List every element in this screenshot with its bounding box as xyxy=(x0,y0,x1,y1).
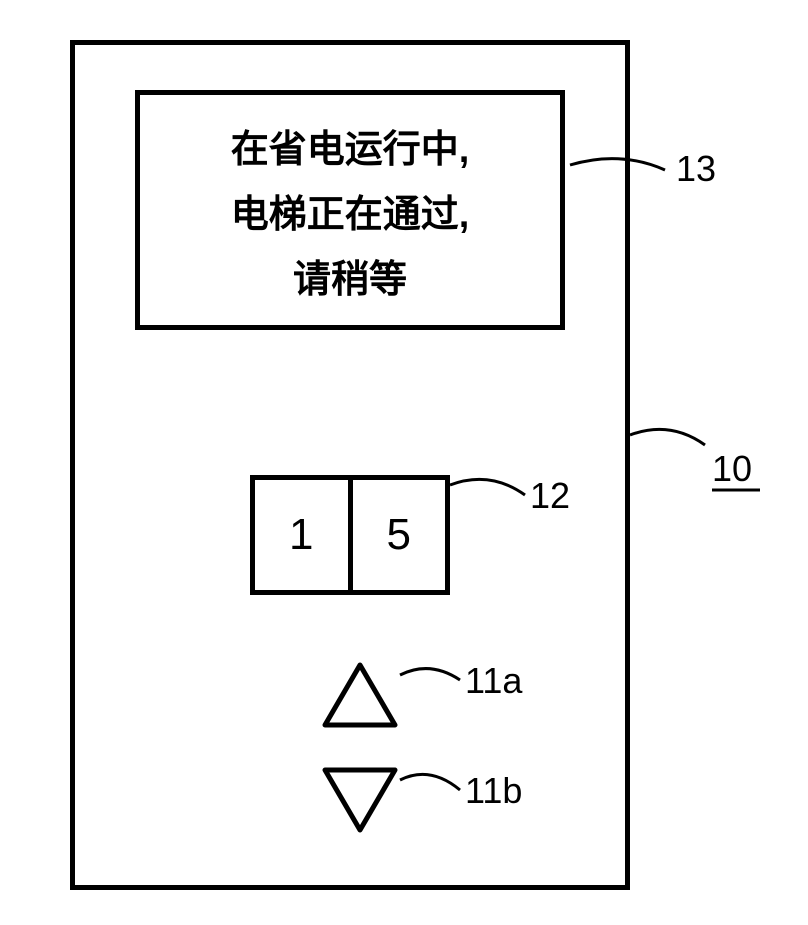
ref-label-floor: 12 xyxy=(530,475,570,517)
ref-label-down: 11b xyxy=(465,770,522,812)
annotation-layer xyxy=(0,0,808,925)
ref-label-up: 11a xyxy=(465,660,522,702)
ref-label-message: 13 xyxy=(676,148,716,190)
ref-label-panel: 10 xyxy=(712,448,752,490)
